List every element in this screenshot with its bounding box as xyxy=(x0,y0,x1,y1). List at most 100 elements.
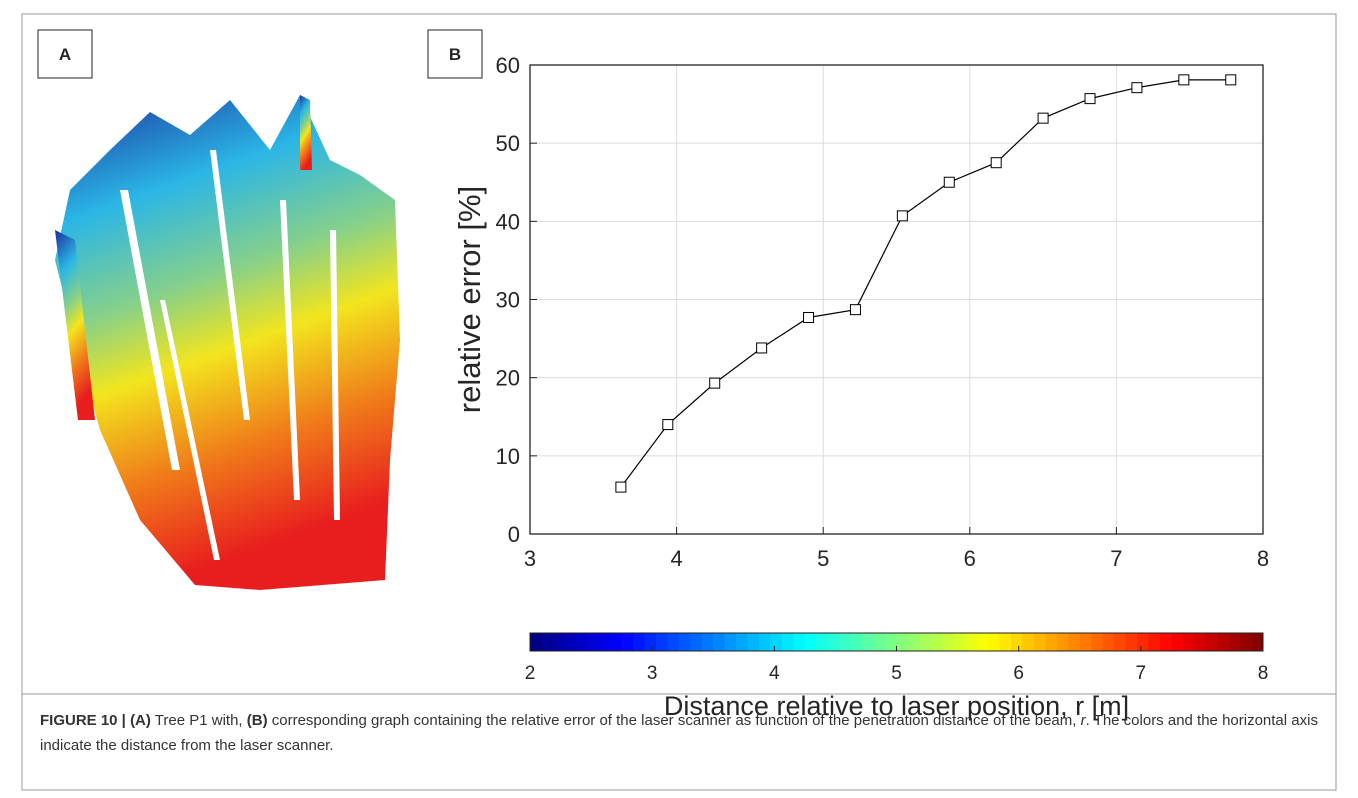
colorbar-segment xyxy=(827,633,840,651)
colorbar-segment xyxy=(724,633,737,651)
colorbar-segment xyxy=(1091,633,1104,651)
data-marker xyxy=(1037,112,1049,124)
colorbar-segment xyxy=(862,633,875,651)
caption-text: (B) xyxy=(246,712,268,729)
x-tick-label: 6 xyxy=(964,546,976,571)
panel-label: A xyxy=(59,45,71,64)
colorbar-segment xyxy=(678,633,691,651)
colorbar-segment xyxy=(1182,633,1195,651)
colorbar-segment xyxy=(610,633,623,651)
colorbar-segment xyxy=(701,633,714,651)
data-marker xyxy=(709,377,721,389)
colorbar-segment xyxy=(1217,633,1230,651)
data-marker xyxy=(803,311,815,323)
colorbar-segment xyxy=(736,633,749,651)
data-marker xyxy=(1225,74,1237,86)
data-marker xyxy=(1178,74,1190,86)
colorbar-segment xyxy=(621,633,634,651)
caption-text: FIGURE 10 | xyxy=(40,712,131,729)
colorbar-segment xyxy=(804,633,817,651)
panel-label-box xyxy=(427,29,483,79)
data-marker xyxy=(1131,82,1143,94)
colorbar-segment xyxy=(1102,633,1115,651)
colorbar-segment xyxy=(999,633,1012,651)
tree-point-cloud xyxy=(55,95,400,590)
data-marker xyxy=(943,176,955,188)
colorbar-tick-label: 4 xyxy=(769,663,780,684)
colorbar-segment xyxy=(793,633,806,651)
colorbar-segment xyxy=(1022,633,1035,651)
y-tick-label: 40 xyxy=(496,209,520,234)
colorbar-segment xyxy=(930,633,943,651)
colorbar-segment xyxy=(988,633,1001,651)
y-tick-label: 30 xyxy=(496,288,520,313)
colorbar-segment xyxy=(1194,633,1207,651)
y-tick-label: 50 xyxy=(496,131,520,156)
colorbar-tick-label: 7 xyxy=(1136,663,1147,684)
x-tick-label: 3 xyxy=(524,546,536,571)
colorbar-segment xyxy=(885,633,897,651)
data-marker xyxy=(615,481,627,493)
colorbar-segment xyxy=(1033,633,1046,651)
colorbar-segment xyxy=(1068,633,1081,651)
colorbar-segment xyxy=(953,633,966,651)
colorbar-tick-label: 8 xyxy=(1258,663,1269,684)
colorbar-segment xyxy=(1045,633,1058,651)
data-marker xyxy=(896,210,908,222)
y-axis-label: relative error [%] xyxy=(452,186,487,413)
colorbar-segment xyxy=(759,633,772,651)
colorbar-segment xyxy=(747,633,760,651)
caption-text: . The colors and the horizontal axis ind… xyxy=(40,712,1318,754)
colorbar-segment xyxy=(1137,633,1149,651)
colorbar-segment xyxy=(598,633,611,651)
colorbar-segment xyxy=(1240,633,1253,651)
colorbar-segment xyxy=(690,633,703,651)
colorbar-segment xyxy=(770,633,783,651)
colorbar-segment xyxy=(633,633,646,651)
x-tick-label: 8 xyxy=(1257,546,1269,571)
caption-text: r xyxy=(1080,712,1086,729)
data-marker xyxy=(1084,93,1096,105)
tree-gaps xyxy=(120,150,340,560)
y-tick-label: 10 xyxy=(496,444,520,469)
colorbar-segment xyxy=(530,633,542,651)
colorbar-segment xyxy=(575,633,588,651)
colorbar-tick-label: 2 xyxy=(525,663,536,684)
colorbar-segment xyxy=(1159,633,1172,651)
colorbar-segment xyxy=(781,633,794,651)
x-tick-label: 7 xyxy=(1110,546,1122,571)
data-marker xyxy=(990,157,1002,169)
colorbar-segment xyxy=(816,633,829,651)
caption: FIGURE 10 | (A) Tree P1 with, (B) corres… xyxy=(40,708,1325,758)
figure-frame xyxy=(21,13,1337,791)
colorbar-segment xyxy=(907,633,920,651)
colorbar-segment xyxy=(896,633,909,651)
panel-label: B xyxy=(449,45,461,64)
colorbar-segment xyxy=(587,633,600,651)
colorbar-segment xyxy=(644,633,657,651)
colorbar-segment xyxy=(541,633,554,651)
colorbar-segment xyxy=(1148,633,1161,651)
axes-box xyxy=(529,64,1264,535)
colorbar-segment xyxy=(919,633,932,651)
data-line xyxy=(620,79,1231,488)
colorbar-segment xyxy=(1011,633,1023,651)
colorbar-segment xyxy=(1171,633,1184,651)
panel-label-box xyxy=(37,29,93,79)
caption-text: corresponding graph containing the relat… xyxy=(267,712,1081,729)
colorbar-segment xyxy=(564,633,577,651)
x-tick-label: 4 xyxy=(670,546,682,571)
colorbar-segment xyxy=(976,633,989,651)
data-marker xyxy=(849,304,861,316)
colorbar-segment xyxy=(1114,633,1127,651)
x-tick-label: 5 xyxy=(817,546,829,571)
colorbar-segment xyxy=(1251,633,1264,651)
colorbar-segment xyxy=(552,633,565,651)
y-tick-label: 0 xyxy=(508,522,520,547)
colorbar-segment xyxy=(1228,633,1241,651)
colorbar-segment xyxy=(713,633,726,651)
colorbar-tick-label: 5 xyxy=(891,663,902,684)
colorbar-segment xyxy=(1205,633,1218,651)
